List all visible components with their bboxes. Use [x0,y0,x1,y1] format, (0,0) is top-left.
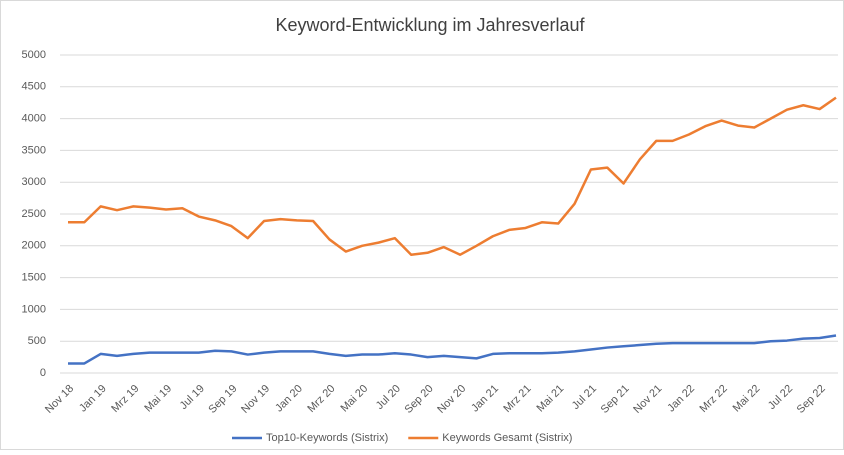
legend-label: Top10-Keywords (Sistrix) [266,432,388,444]
y-tick-label: 4000 [22,113,46,125]
y-tick-label: 3500 [22,144,46,156]
legend-label: Keywords Gesamt (Sistrix) [442,432,572,444]
y-tick-label: 5000 [22,49,46,61]
y-tick-label: 2500 [22,208,46,220]
y-tick-label: 4500 [22,81,46,93]
y-tick-label: 0 [40,367,46,379]
line-series [68,96,837,256]
chart-title: Keyword-Entwicklung im Jahresverlauf [275,15,585,35]
line-series [68,334,837,365]
y-tick-label: 3000 [22,176,46,188]
y-tick-label: 1500 [22,272,46,284]
y-tick-label: 500 [28,335,46,347]
y-tick-label: 1000 [22,303,46,315]
y-tick-label: 2000 [22,240,46,252]
